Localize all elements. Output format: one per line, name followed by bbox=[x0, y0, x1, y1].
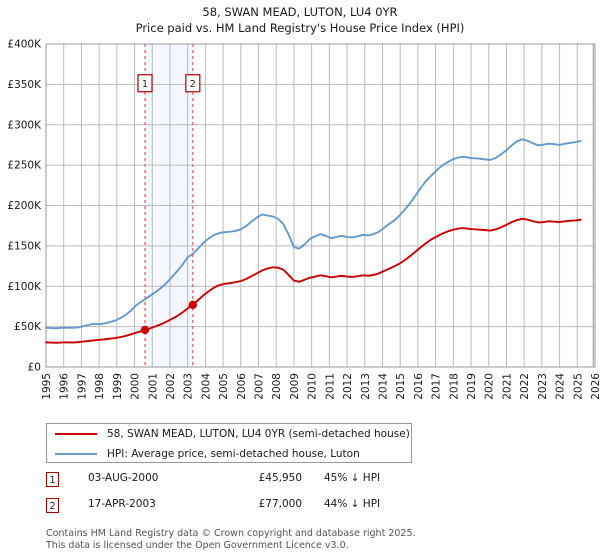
transaction-marker-number: 2 bbox=[190, 79, 196, 90]
transaction-hpi-delta-2: 44% ↓ HPI bbox=[324, 498, 381, 510]
chart-plot-area: £0 £50K £100K £150K £200K £250K £300K £350K £400… bbox=[7, 39, 600, 400]
x-axis-tick-label: 2002 bbox=[165, 373, 177, 400]
x-axis-tick-label: 2024 bbox=[555, 373, 567, 400]
y-axis-tick-label: £250K bbox=[7, 160, 42, 172]
transaction-marker-dot bbox=[188, 300, 198, 310]
y-axis-tick-label: £400K bbox=[7, 39, 42, 51]
x-axis-tick-label: 2015 bbox=[395, 373, 407, 400]
transaction-marker-box bbox=[137, 74, 153, 93]
x-axis-tick-label: 1995 bbox=[41, 373, 53, 400]
y-axis-tick-label: £200K bbox=[7, 200, 42, 212]
no-data-hatch-region bbox=[593, 44, 595, 367]
transaction-price-2: £77,000 bbox=[258, 498, 302, 510]
x-axis-tick-label: 2004 bbox=[200, 373, 212, 400]
y-axis-tick-label: £100K bbox=[7, 281, 42, 293]
page-subtitle: Price paid vs. HM Land Registry's House … bbox=[135, 21, 465, 35]
x-axis-tick-label: 2011 bbox=[324, 373, 336, 400]
transaction-marker-dot bbox=[140, 325, 150, 335]
legend-swatch-red-icon bbox=[55, 433, 97, 435]
footer-licence-line: This data is licensed under the Open Gov… bbox=[46, 540, 349, 551]
transaction-price-1: £45,950 bbox=[258, 472, 302, 484]
x-axis-tick-label: 1999 bbox=[112, 373, 124, 400]
title-block: 58, SWAN MEAD, LUTON, LU4 0YR Price paid… bbox=[0, 4, 600, 36]
x-axis-tick-label: 2016 bbox=[413, 373, 425, 400]
transaction-date-1: 03-AUG-2000 bbox=[88, 472, 159, 484]
legend-label-hpi: HPI: Average price, semi-detached house,… bbox=[107, 448, 360, 460]
legend-swatch-blue-icon bbox=[55, 453, 97, 455]
x-axis-tick-label: 2014 bbox=[377, 373, 389, 400]
x-axis-tick-label: 2018 bbox=[448, 373, 460, 400]
x-axis-tick-label: 2012 bbox=[342, 373, 354, 400]
x-axis-tick-label: 2017 bbox=[431, 373, 443, 400]
x-axis-tick-label: 2010 bbox=[307, 373, 319, 400]
transaction-date-2: 17-APR-2003 bbox=[88, 498, 156, 510]
x-axis-tick-label: 2001 bbox=[147, 373, 159, 400]
price-history-chart: £0 £50K £100K £150K £200K £250K £300K £350K £400… bbox=[7, 39, 600, 400]
transaction-marker-number: 1 bbox=[142, 79, 148, 90]
x-axis-tick-label: 2020 bbox=[484, 373, 496, 400]
table-row: 2 17-APR-2003 £77,000 44% ↓ HPI bbox=[46, 496, 466, 522]
series-line-hpi bbox=[45, 138, 582, 330]
x-axis-tick-label: 2022 bbox=[519, 373, 531, 400]
transaction-marker-box bbox=[185, 74, 201, 93]
table-row: 1 03-AUG-2000 £45,950 45% ↓ HPI bbox=[46, 470, 466, 496]
plot-frame bbox=[45, 43, 596, 368]
chart-legend: 58, SWAN MEAD, LUTON, LU4 0YR (semi-deta… bbox=[46, 423, 412, 463]
y-axis-tick-label: £0 bbox=[28, 362, 41, 374]
y-axis-tick-label: £350K bbox=[7, 79, 42, 91]
footer-copyright-line: Contains HM Land Registry data © Crown c… bbox=[46, 528, 416, 539]
x-axis-tick-label: 2003 bbox=[183, 373, 195, 400]
x-axis-tick-label: 2000 bbox=[130, 373, 142, 400]
x-axis-tick-label: 2021 bbox=[501, 373, 513, 400]
x-axis-tick-label: 1996 bbox=[59, 373, 71, 400]
y-axis-tick-label: £300K bbox=[7, 119, 42, 131]
legend-item-price-paid: 58, SWAN MEAD, LUTON, LU4 0YR (semi-deta… bbox=[47, 424, 411, 444]
y-axis-tick-label: £150K bbox=[7, 240, 42, 252]
transaction-marker-badge-1: 1 bbox=[46, 472, 59, 487]
x-axis-tick-label: 2026 bbox=[590, 373, 600, 400]
x-axis-tick-label: 2025 bbox=[572, 373, 584, 400]
x-axis-tick-label: 2005 bbox=[218, 373, 230, 400]
x-axis-tick-label: 1998 bbox=[94, 373, 106, 400]
transaction-hpi-delta-1: 45% ↓ HPI bbox=[324, 472, 381, 484]
x-axis-tick-label: 2006 bbox=[236, 373, 248, 400]
series-line-price-paid bbox=[45, 217, 582, 344]
y-axis-tick-label: £50K bbox=[14, 321, 42, 333]
transactions-table: 1 03-AUG-2000 £45,950 45% ↓ HPI 2 17-APR… bbox=[46, 470, 466, 522]
x-axis-tick-label: 2009 bbox=[289, 373, 301, 400]
x-axis-tick-label: 2019 bbox=[466, 373, 478, 400]
legend-item-hpi: HPI: Average price, semi-detached house,… bbox=[47, 444, 411, 464]
transaction-marker-badge-2: 2 bbox=[46, 498, 59, 513]
page-title: 58, SWAN MEAD, LUTON, LU4 0YR bbox=[202, 5, 398, 19]
footer-attribution: Contains HM Land Registry data © Crown c… bbox=[46, 528, 586, 552]
x-axis-tick-label: 2013 bbox=[360, 373, 372, 400]
x-axis-tick-label: 2007 bbox=[254, 373, 266, 400]
x-axis-tick-label: 1997 bbox=[76, 373, 88, 400]
x-axis-tick-label: 2008 bbox=[271, 373, 283, 400]
x-axis-tick-label: 2023 bbox=[537, 373, 549, 400]
legend-label-price-paid: 58, SWAN MEAD, LUTON, LU4 0YR (semi-deta… bbox=[107, 428, 410, 440]
